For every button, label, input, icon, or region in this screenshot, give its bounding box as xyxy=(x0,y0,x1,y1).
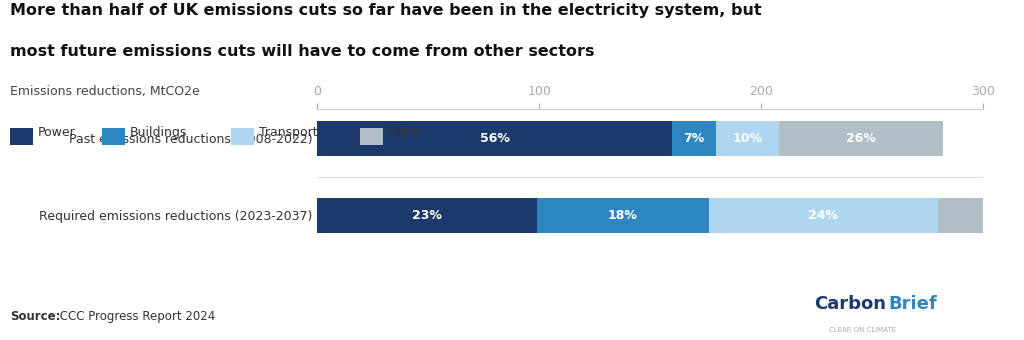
Text: most future emissions cuts will have to come from other sectors: most future emissions cuts will have to … xyxy=(10,44,595,59)
Text: Power: Power xyxy=(38,126,76,139)
Text: Other: Other xyxy=(388,126,424,139)
Text: 56%: 56% xyxy=(479,132,509,144)
Text: Source:: Source: xyxy=(10,310,60,323)
Text: More than half of UK emissions cuts so far have been in the electricity system, : More than half of UK emissions cuts so f… xyxy=(10,3,762,18)
Text: Transport: Transport xyxy=(259,126,317,139)
Bar xyxy=(672,121,716,155)
Text: 26%: 26% xyxy=(846,132,877,144)
Bar xyxy=(709,198,938,233)
Bar xyxy=(779,121,943,155)
Text: Emissions reductions, MtCO2e: Emissions reductions, MtCO2e xyxy=(10,85,200,98)
Text: CLEAR ON CLIMATE: CLEAR ON CLIMATE xyxy=(829,327,897,333)
Text: CCC Progress Report 2024: CCC Progress Report 2024 xyxy=(56,310,216,323)
Text: Buildings: Buildings xyxy=(130,126,187,139)
Bar xyxy=(716,121,779,155)
Bar xyxy=(938,198,1024,233)
Text: 18%: 18% xyxy=(608,209,638,222)
Text: Brief: Brief xyxy=(889,295,938,313)
Text: 10%: 10% xyxy=(732,132,763,144)
Text: Carbon: Carbon xyxy=(814,295,886,313)
Text: 7%: 7% xyxy=(683,132,705,144)
Text: 24%: 24% xyxy=(808,209,838,222)
Bar xyxy=(317,121,672,155)
Bar xyxy=(317,198,537,233)
Text: 23%: 23% xyxy=(413,209,442,222)
Bar xyxy=(537,198,709,233)
